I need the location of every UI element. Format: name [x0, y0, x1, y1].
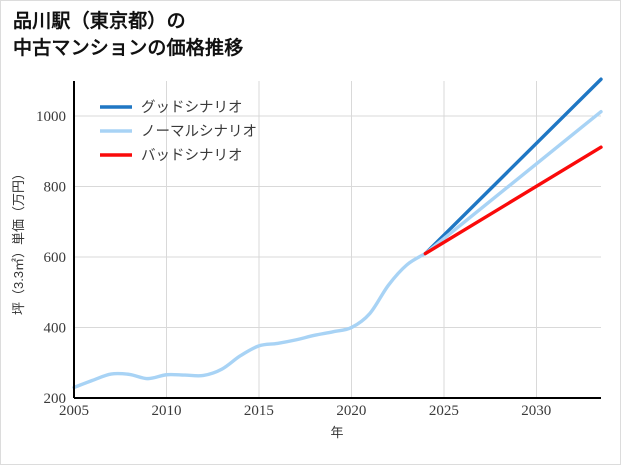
series-group	[72, 77, 603, 390]
x-tick-labels: 2005 2010 2015 2020 2025 2030	[59, 403, 551, 419]
series-line-2	[423, 109, 603, 256]
x-axis-title: 年	[330, 425, 343, 440]
page-title: 品川駅（東京都）の 中古マンションの価格推移	[13, 11, 244, 59]
x-tick-label: 2020	[336, 403, 366, 419]
legend-label-1: ノーマルシナリオ	[141, 124, 257, 140]
y-tick-label: 200	[44, 391, 67, 407]
y-tick-label: 600	[44, 250, 67, 266]
y-tick-label: 800	[44, 180, 67, 196]
x-tick-label: 2015	[244, 403, 274, 419]
legend-label-0: グッドシナリオ	[141, 99, 243, 116]
y-tick-label: 1000	[36, 109, 66, 125]
series-line-0	[72, 251, 428, 390]
x-tick-label: 2030	[521, 403, 551, 419]
x-tick-label: 2010	[151, 403, 181, 419]
axis-spines	[73, 81, 601, 399]
y-tick-label: 400	[44, 321, 67, 337]
legend-label-2: バッドシナリオ	[141, 148, 243, 164]
y-tick-labels: 200 400 600 800 1000	[36, 109, 66, 407]
x-tick-label: 2025	[429, 403, 459, 419]
series-line-1	[423, 77, 603, 256]
y-axis-title: 坪（3.3㎡）単価（万円）	[11, 167, 26, 315]
x-tick-label: 2005	[59, 403, 89, 419]
series-line-3	[423, 145, 603, 256]
